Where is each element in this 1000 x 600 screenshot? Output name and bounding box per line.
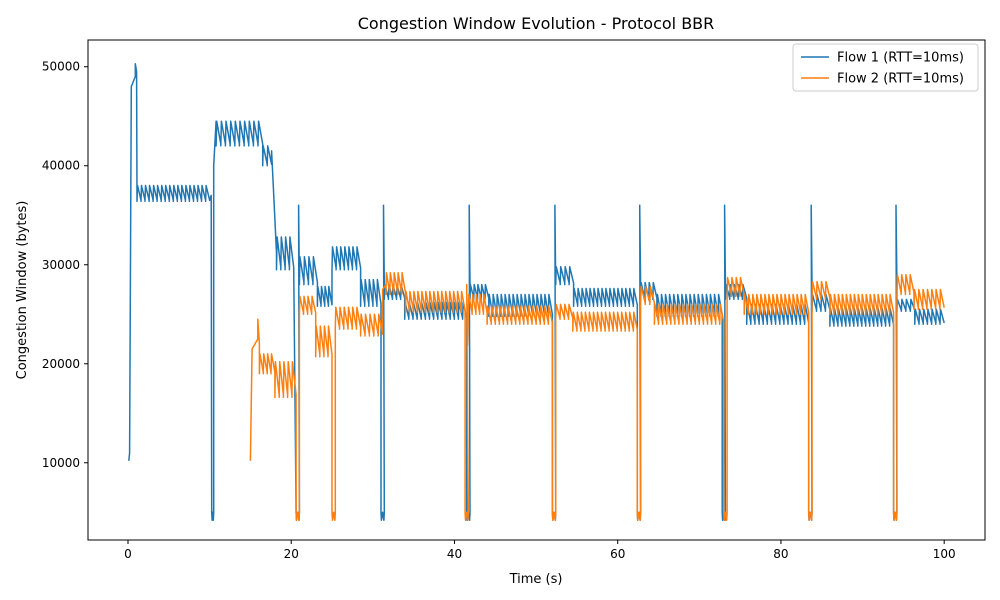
y-tick-label: 20000 — [42, 357, 80, 371]
x-tick-label: 100 — [933, 547, 956, 561]
x-axis: 0 20 40 60 80 100 — [124, 540, 956, 561]
legend-box — [792, 43, 979, 92]
x-tick-label: 60 — [610, 547, 625, 561]
legend-label-flow-1: Flow 1 (RTT=10ms) — [837, 51, 964, 66]
y-axis-label: Congestion Window (bytes) — [15, 201, 30, 380]
plot-frame — [87, 39, 986, 541]
series-line-flow-2 — [249, 271, 945, 521]
y-tick-label: 30000 — [42, 258, 80, 272]
legend-label-flow-2: Flow 2 (RTT=10ms) — [837, 72, 964, 87]
x-tick-label: 0 — [124, 547, 132, 561]
legend: Flow 1 (RTT=10ms) Flow 2 (RTT=10ms) — [792, 43, 979, 92]
y-tick-label: 40000 — [42, 159, 80, 173]
x-axis-label: Time (s) — [509, 572, 563, 587]
chart-title: Congestion Window Evolution - Protocol B… — [358, 14, 715, 33]
x-tick-label: 40 — [447, 547, 462, 561]
plot-lines — [128, 63, 945, 521]
y-axis: 10000 20000 30000 40000 50000 — [42, 60, 88, 470]
x-tick-label: 20 — [284, 547, 299, 561]
y-tick-label: 10000 — [42, 456, 80, 470]
y-tick-label: 50000 — [42, 60, 80, 74]
x-tick-label: 80 — [773, 547, 788, 561]
